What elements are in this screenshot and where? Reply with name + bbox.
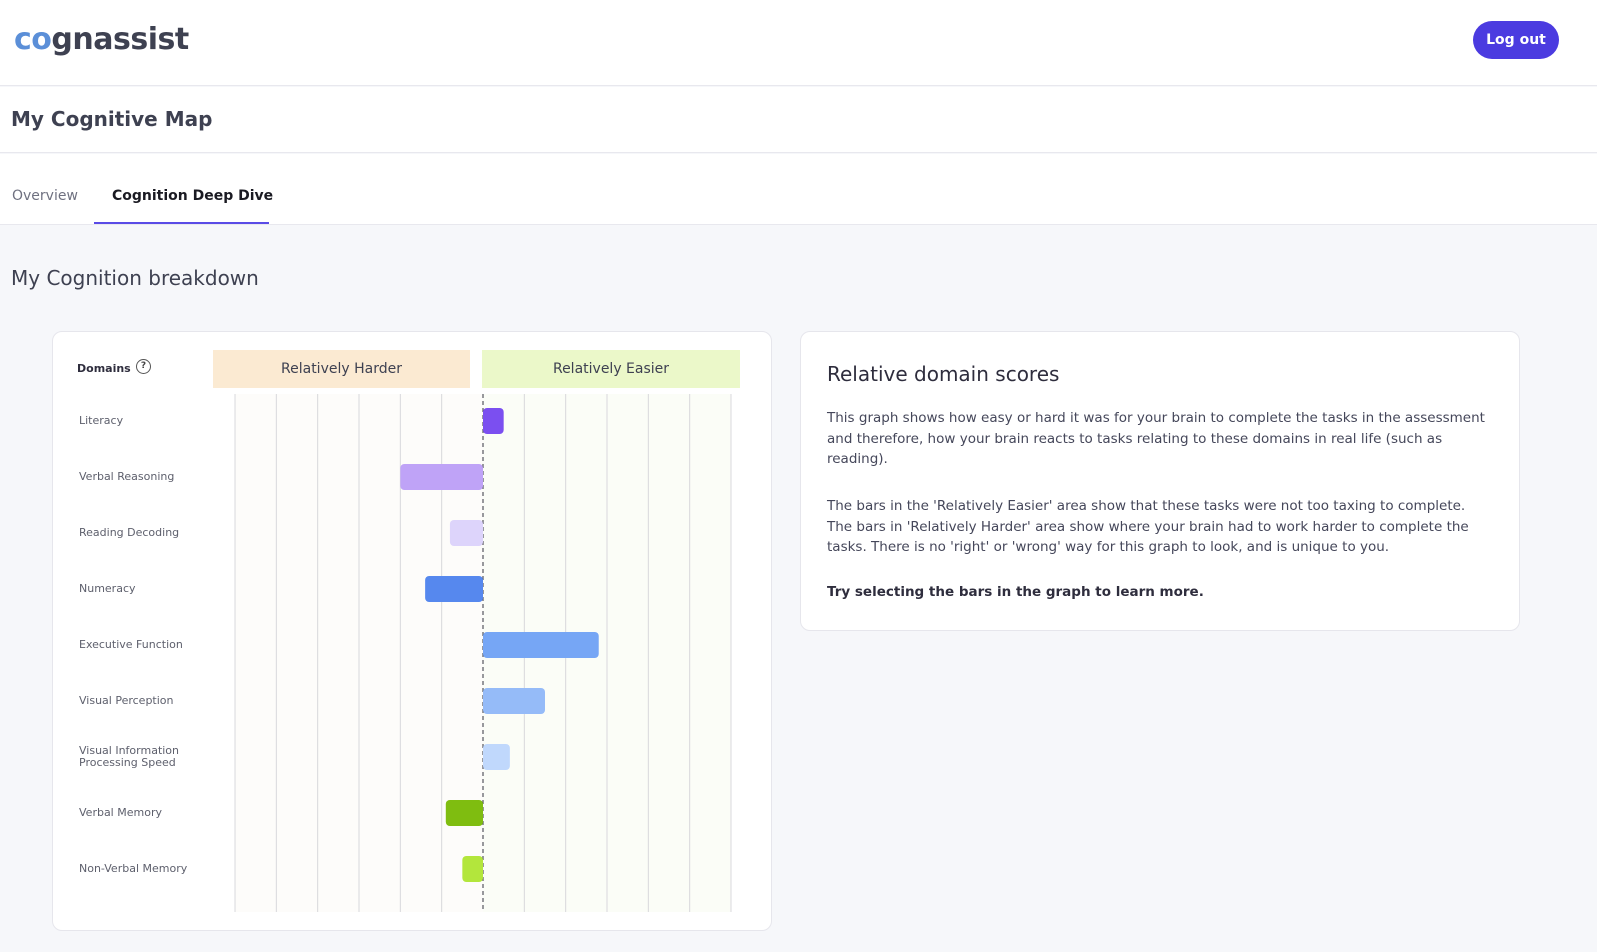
domain-chart-card: Domains ? Relatively Harder Relatively E…	[52, 331, 772, 931]
info-paragraph-1: This graph shows how easy or hard it was…	[827, 410, 1485, 467]
relatively-harder-header: Relatively Harder	[213, 350, 470, 388]
relatively-easier-header: Relatively Easier	[482, 350, 740, 388]
domain-label: Reading Decoding	[79, 526, 180, 539]
domain-bar[interactable]	[445, 800, 483, 826]
domain-label: Literacy	[79, 414, 124, 427]
info-paragraph-3: Try selecting the bars in the graph to l…	[827, 584, 1204, 600]
help-icon[interactable]: ?	[136, 359, 151, 374]
domain-label: Numeracy	[79, 582, 136, 595]
logout-button[interactable]: Log out	[1473, 21, 1559, 59]
cognassist-logo[interactable]: cognassist	[14, 22, 189, 57]
domain-bar-chart	[213, 394, 753, 912]
domain-bar[interactable]	[483, 632, 599, 658]
domain-label: Verbal Reasoning	[79, 470, 175, 483]
domain-label: Verbal Memory	[79, 806, 162, 819]
domain-bar[interactable]	[400, 464, 483, 490]
tab-overview[interactable]: Overview	[12, 188, 78, 204]
page-title: My Cognitive Map	[11, 107, 213, 131]
domain-label: Visual Information Processing Speed	[79, 744, 180, 769]
domain-bar[interactable]	[483, 744, 510, 770]
info-title: Relative domain scores	[827, 362, 1060, 386]
title-bar: My Cognitive Map	[0, 87, 1597, 153]
domain-bar[interactable]	[462, 856, 483, 882]
domain-bar[interactable]	[449, 520, 483, 546]
tab-cognition-deep-dive[interactable]: Cognition Deep Dive	[112, 188, 274, 204]
section-title: My Cognition breakdown	[11, 266, 259, 290]
domain-bar[interactable]	[483, 688, 545, 714]
domain-bar[interactable]	[425, 576, 483, 602]
domain-label: Visual Perception	[79, 694, 174, 707]
tabs-bar: Overview Cognition Deep Dive	[0, 154, 1597, 225]
info-paragraph-2: The bars in the 'Relatively Easier' area…	[827, 498, 1469, 555]
top-bar: cognassist Log out	[0, 0, 1597, 86]
domain-label: Executive Function	[79, 638, 183, 651]
domain-label: Non-Verbal Memory	[79, 862, 188, 875]
domain-bar[interactable]	[483, 408, 504, 434]
domains-label: Domains	[77, 362, 131, 375]
relative-domain-scores-card: Relative domain scores This graph shows …	[800, 331, 1520, 631]
active-tab-indicator	[94, 222, 269, 224]
